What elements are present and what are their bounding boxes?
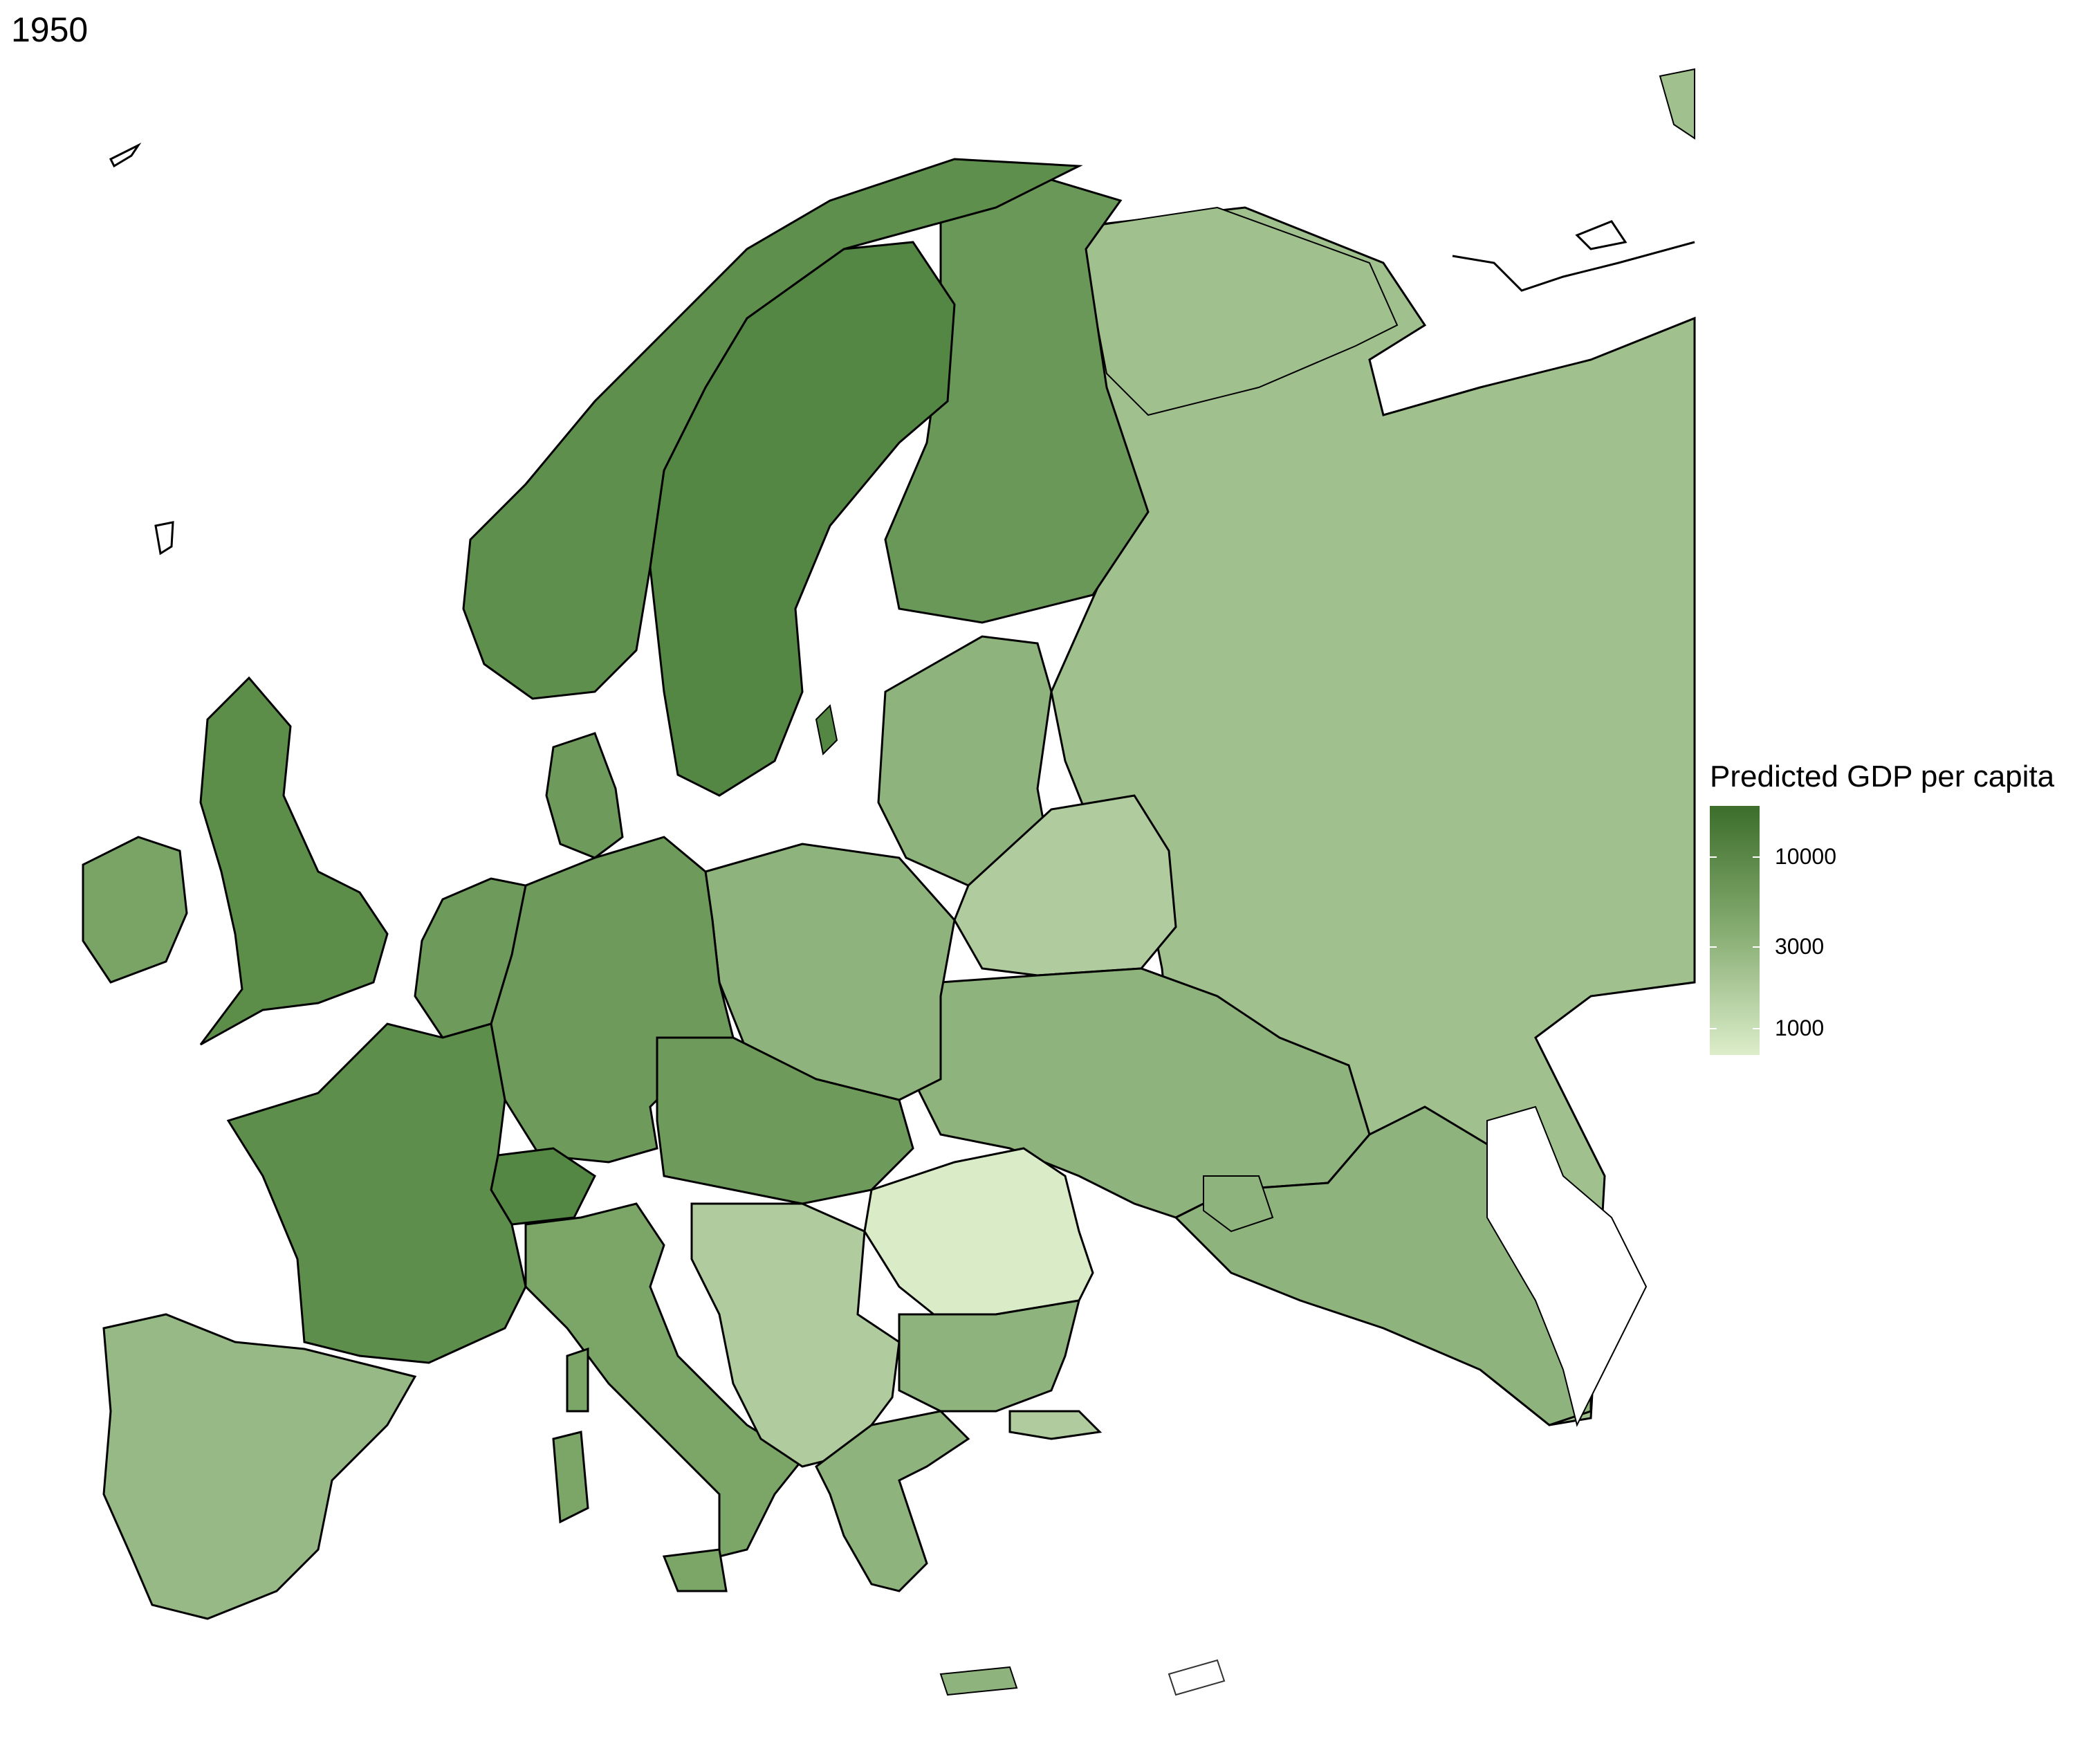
legend-tick-mark: [1710, 1027, 1717, 1029]
arctic-island: [1575, 220, 1627, 250]
map-title: 1950: [11, 10, 89, 49]
crimea: [1203, 1175, 1274, 1233]
legend-tick-mark: [1710, 946, 1717, 948]
region-france: [226, 1022, 527, 1364]
arctic-coast: [1452, 241, 1695, 292]
region-corsica: [566, 1347, 589, 1413]
gotland: [815, 704, 838, 756]
legend-tick-label: 10000: [1775, 844, 1836, 870]
cyprus: [1168, 1659, 1226, 1696]
region-sicily: [662, 1548, 728, 1592]
region-belarus: [953, 794, 1177, 977]
legend-tick-mark: [1710, 856, 1717, 858]
region-iberia: [102, 1313, 417, 1620]
region-uk: [199, 676, 389, 1046]
legend-tick-label: 3000: [1775, 933, 1825, 959]
legend-title: Predicted GDP per capita: [1710, 760, 2055, 793]
region-thrace: [1008, 1410, 1103, 1440]
crete: [939, 1666, 1018, 1696]
region-norway: [462, 158, 1083, 700]
legend-tick-mark: [1753, 856, 1760, 858]
region-finland: [884, 178, 1150, 624]
legend-tick-mark: [1753, 1027, 1760, 1029]
novaya-zemlya: [1659, 68, 1695, 140]
region-denmark: [545, 732, 624, 859]
region-bulgaria: [898, 1299, 1081, 1413]
faroe-islands: [154, 521, 174, 555]
region-ireland: [82, 836, 188, 984]
caspian-sea: [1486, 1105, 1648, 1427]
legend-tick-mark: [1753, 946, 1760, 948]
region-romania: [863, 1147, 1094, 1316]
region-italy: [524, 1202, 804, 1558]
region-sardinia: [552, 1431, 589, 1524]
legend-tick-label: 1000: [1775, 1015, 1825, 1040]
legend-colorbar: [1710, 806, 1760, 1055]
region-greece: [815, 1410, 970, 1592]
region-russia-north: [1078, 206, 1399, 416]
island-outline: [109, 143, 142, 168]
